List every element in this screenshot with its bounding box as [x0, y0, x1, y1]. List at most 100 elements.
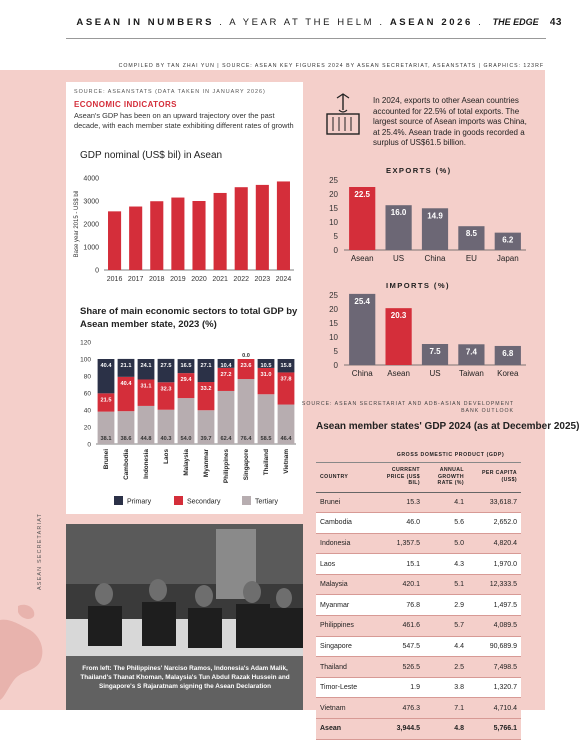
data-label: 22.5: [354, 190, 370, 199]
section-title: ECONOMIC INDICATORS: [74, 100, 177, 109]
y-tick-label: 5: [334, 232, 339, 241]
sector-bar-segment: [137, 379, 155, 406]
value-cell: 90,689.9: [468, 636, 521, 658]
sector-bar-segment: [177, 373, 195, 399]
table-row: Thailand 526.5 2.5 7,498.5: [316, 656, 521, 678]
y-tick-label: 0: [87, 442, 91, 449]
data-label: 10.5: [261, 363, 272, 369]
value-cell: 7,498.5: [468, 656, 521, 678]
value-cell: 2,652.0: [468, 512, 521, 534]
data-label: 16.5: [181, 363, 192, 369]
y-tick-label: 2000: [83, 222, 99, 229]
value-cell: 1,497.5: [468, 594, 521, 617]
data-label: 46.4: [281, 436, 293, 442]
photo-illustration: [66, 524, 303, 710]
country-cell: Malaysia: [316, 574, 380, 596]
category-label: Singapore: [243, 449, 250, 481]
value-cell: 5.7: [424, 615, 468, 637]
category-label: Malaysia: [183, 449, 190, 476]
value-cell: 1,320.7: [468, 677, 521, 699]
y-tick-label: 1000: [83, 245, 99, 252]
table-total-row: Asean 3,944.5 4.8 5,766.1: [316, 718, 521, 740]
column-header: ANNUAL GROWTH RATE (%): [424, 462, 468, 493]
sector-bar-segment: [277, 372, 295, 405]
category-label: Thailand: [263, 449, 270, 475]
category-label: Japan: [497, 254, 519, 263]
y-tick-label: 20: [84, 425, 92, 432]
data-label: 8.5: [466, 229, 478, 238]
sector-bar-segment: [197, 410, 215, 444]
member-gdp-title: Asean member states' GDP 2024 (as at Dec…: [316, 421, 580, 432]
gdp-chart: Base year 2015 - US$ bil 0 1000 2000 3000 400…: [74, 176, 294, 283]
country-cell: Brunei: [316, 492, 380, 514]
exports-chart: 0 5 10 15 20 25 22.5 Asean 16.0 US 14.9 China 8.5 EU 6…: [329, 176, 526, 263]
sector-bar-segment: [217, 367, 235, 391]
sector-bar-segment: [237, 379, 255, 444]
left-source: SOURCE: ASEANSTATS (DATA TAKEN IN JANUAR…: [74, 89, 266, 95]
country-cell: Timor-Leste: [316, 677, 380, 699]
trade-bar: [458, 344, 485, 365]
data-label: 38.1: [101, 436, 112, 442]
member-gdp-table: GROSS DOMESTIC PRODUCT (GDP) COUNTRY CUR…: [316, 448, 521, 740]
country-cell: Myanmar: [316, 594, 380, 617]
x-tick-label: 2018: [149, 276, 165, 283]
sector-bar-segment: [277, 404, 295, 444]
sector-bar-segment: [117, 358, 135, 377]
header-subtitle: A YEAR AT THE HELM: [229, 17, 375, 28]
gdp-bar: [276, 181, 290, 270]
data-label: 24.1: [141, 363, 152, 369]
category-label: Vietnam: [283, 449, 290, 474]
table-row: Laos 15.1 4.3 1,970.0: [316, 553, 521, 575]
data-label: 58.5: [261, 436, 272, 442]
value-cell: 526.5: [380, 656, 424, 678]
value-cell: 547.5: [380, 636, 424, 658]
gdp-bar: [192, 201, 206, 270]
gdp-bar: [108, 211, 122, 270]
data-label: 39.7: [201, 436, 212, 442]
value-cell: 4.1: [424, 492, 468, 514]
map-decoration: [0, 604, 43, 700]
category-label: US: [429, 369, 440, 378]
header-rule: [66, 38, 546, 39]
trade-bar: [421, 208, 449, 250]
data-label: 40.4: [101, 363, 113, 369]
y-tick-label: 10: [329, 333, 338, 342]
sector-bar-segment: [157, 382, 175, 410]
gdp-bar: [234, 187, 248, 270]
value-cell: 4.8: [424, 718, 468, 740]
sector-bar-segment: [117, 376, 135, 412]
trade-bar: [458, 226, 485, 250]
sector-bar-segment: [197, 382, 215, 411]
trade-bar: [494, 345, 521, 365]
table-row: Malaysia 420.1 5.1 12,333.5: [316, 574, 521, 596]
page-number: 43: [549, 17, 562, 28]
y-tick-label: 80: [84, 374, 92, 381]
value-cell: 4.3: [424, 553, 468, 575]
sector-bar-segment: [237, 359, 255, 380]
value-cell: 5.1: [424, 574, 468, 596]
category-label: Taiwan: [459, 369, 484, 378]
value-cell: 461.6: [380, 615, 424, 637]
compiled-credit: COMPILED BY TAN ZHAI YUN | SOURCE: ASEAN…: [118, 63, 544, 69]
value-cell: 1,357.5: [380, 533, 424, 555]
trade-source: SOURCE: ASEAN SECRETARIAT AND ADB-ASIAN …: [301, 401, 514, 414]
y-tick-label: 0: [95, 268, 99, 275]
data-label: 21.5: [101, 397, 112, 403]
legend-label: Tertiary: [255, 499, 278, 506]
container-crane-icon: [326, 93, 360, 135]
category-label: Asean: [387, 369, 410, 378]
category-label: EU: [466, 254, 477, 263]
y-tick-label: 25: [329, 176, 338, 185]
value-cell: 1,970.0: [468, 553, 521, 575]
data-label: 31.0: [261, 372, 272, 378]
table-row: Timor-Leste 1.9 3.8 1,320.7: [316, 677, 521, 699]
y-tick-label: 25: [329, 291, 338, 300]
category-label: China: [425, 254, 446, 263]
legend-label: Primary: [127, 499, 152, 506]
sector-bar-segment: [137, 359, 155, 380]
trade-bar: [385, 308, 412, 365]
sector-bar-segment: [257, 367, 275, 395]
sector-bar-segment: [277, 359, 295, 373]
column-header: PER CAPITA (US$): [468, 462, 521, 493]
gdp-bar: [213, 192, 227, 270]
